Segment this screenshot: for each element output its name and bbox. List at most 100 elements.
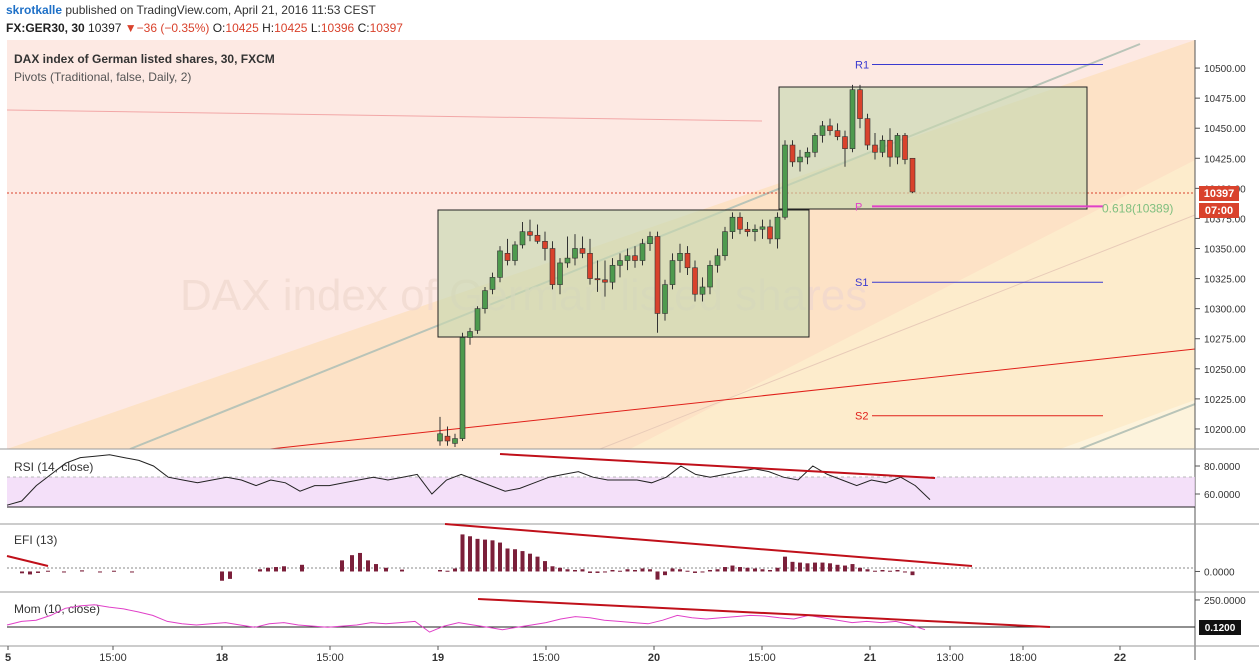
efi-bar	[768, 569, 772, 572]
time-tick-label: 18	[216, 652, 228, 664]
efi-bar	[880, 569, 885, 572]
efi-bar	[565, 569, 570, 572]
efi-bar	[475, 538, 480, 572]
candle-body	[639, 243, 646, 261]
rsi-line	[6, 454, 931, 506]
candle	[594, 260, 601, 292]
candle-body	[587, 253, 593, 279]
rsi-divergence-line[interactable]	[499, 453, 936, 479]
efi-bar	[550, 566, 555, 572]
down-arrow-icon: ▼	[124, 21, 137, 35]
efi-bar	[20, 571, 24, 574]
mom-axis: 250.0000	[1195, 596, 1246, 607]
candle-body	[819, 125, 826, 136]
time-axis[interactable]: 5 15:00 18 15:00 19 15:00 20 15:00 21 13:00 18:00 2…	[5, 646, 1126, 664]
candle	[572, 234, 578, 266]
candle-body	[437, 433, 443, 442]
candle	[587, 238, 593, 285]
rsi-title: RSI (14, close)	[14, 460, 93, 474]
mom-title: Mom (10, close)	[14, 602, 100, 616]
efi-bar	[350, 555, 354, 572]
efi-pane: EFI (13)	[6, 523, 1195, 581]
efi-bar	[805, 563, 810, 572]
candle	[789, 140, 796, 167]
efi-bar	[282, 566, 286, 572]
candle	[774, 212, 781, 249]
chart-title: DAX index of German listed shares, 30, F…	[14, 52, 275, 66]
efi-bar	[783, 556, 787, 572]
candle-body	[699, 286, 706, 295]
pivot-label-s1: S1	[855, 277, 868, 289]
efi-bar	[528, 553, 532, 572]
efi-bar	[513, 549, 517, 572]
mom-divergence-line[interactable]	[477, 598, 1051, 628]
efi-bar	[505, 548, 510, 572]
efi-trend-line-left[interactable]	[6, 555, 49, 567]
candle-body	[452, 438, 458, 444]
efi-bar	[685, 570, 690, 572]
time-tick-label: 21	[864, 652, 876, 664]
candle-body	[722, 231, 728, 257]
candle-body	[527, 231, 533, 236]
candle	[632, 246, 638, 268]
pivot-label-s2: S2	[855, 411, 868, 423]
candle	[827, 118, 833, 136]
candle-body	[594, 278, 601, 281]
symbol-label[interactable]: FX:GER30, 30	[6, 21, 85, 35]
candle	[609, 258, 616, 290]
candle	[759, 219, 766, 239]
efi-bar	[300, 564, 304, 572]
efi-bar	[895, 569, 900, 572]
efi-bar	[220, 571, 224, 581]
candle	[767, 219, 773, 244]
candle-body	[519, 231, 526, 246]
efi-bar	[865, 569, 870, 572]
candle	[647, 231, 653, 251]
candle	[579, 236, 586, 259]
rsi-tick-label: 60.0000	[1204, 490, 1241, 501]
candle	[527, 219, 533, 242]
candle	[482, 287, 488, 314]
efi-bar	[708, 569, 712, 572]
efi-bar	[843, 565, 847, 572]
efi-bar	[850, 564, 855, 572]
time-tick-label: 15:00	[99, 652, 127, 664]
candle-body	[774, 216, 781, 240]
price-axis[interactable]: 10500.0010475.0010450.0010425.0010400.00…	[1195, 64, 1246, 436]
close-value: 10397	[369, 21, 403, 35]
candle-body	[444, 435, 451, 442]
efi-bar	[790, 561, 795, 572]
candle-body	[459, 337, 466, 439]
high-value: 10425	[274, 21, 308, 35]
candlestick-series	[437, 84, 916, 447]
candle-body	[864, 118, 871, 146]
efi-bar	[400, 569, 404, 572]
efi-bar	[498, 542, 502, 572]
candle	[444, 426, 451, 446]
candle-body	[624, 255, 631, 261]
author-link[interactable]: skrotkalle	[6, 3, 63, 17]
range-box-right[interactable]	[778, 86, 1088, 210]
candle-body	[729, 216, 736, 232]
candle	[834, 123, 841, 141]
mom-line	[6, 604, 926, 633]
open-label: O:	[212, 21, 226, 35]
trend-line-main[interactable]	[269, 348, 1196, 450]
candle-body	[497, 250, 503, 278]
candle	[714, 248, 721, 273]
candle	[804, 147, 811, 165]
price-tick-label: 10300.00	[1204, 305, 1246, 316]
efi-bar	[588, 571, 592, 573]
rsi-axis: 80.0000 60.0000	[1195, 462, 1241, 501]
efi-divergence-line[interactable]	[444, 523, 973, 567]
efi-bar	[903, 571, 907, 573]
candle-body	[759, 226, 766, 230]
candle	[474, 306, 481, 334]
candle	[437, 416, 443, 446]
efi-bar	[358, 552, 362, 572]
efi-bar	[130, 571, 134, 573]
efi-bar	[453, 568, 457, 572]
candle	[677, 243, 683, 273]
mom-tick-label: 250.0000	[1204, 596, 1246, 607]
